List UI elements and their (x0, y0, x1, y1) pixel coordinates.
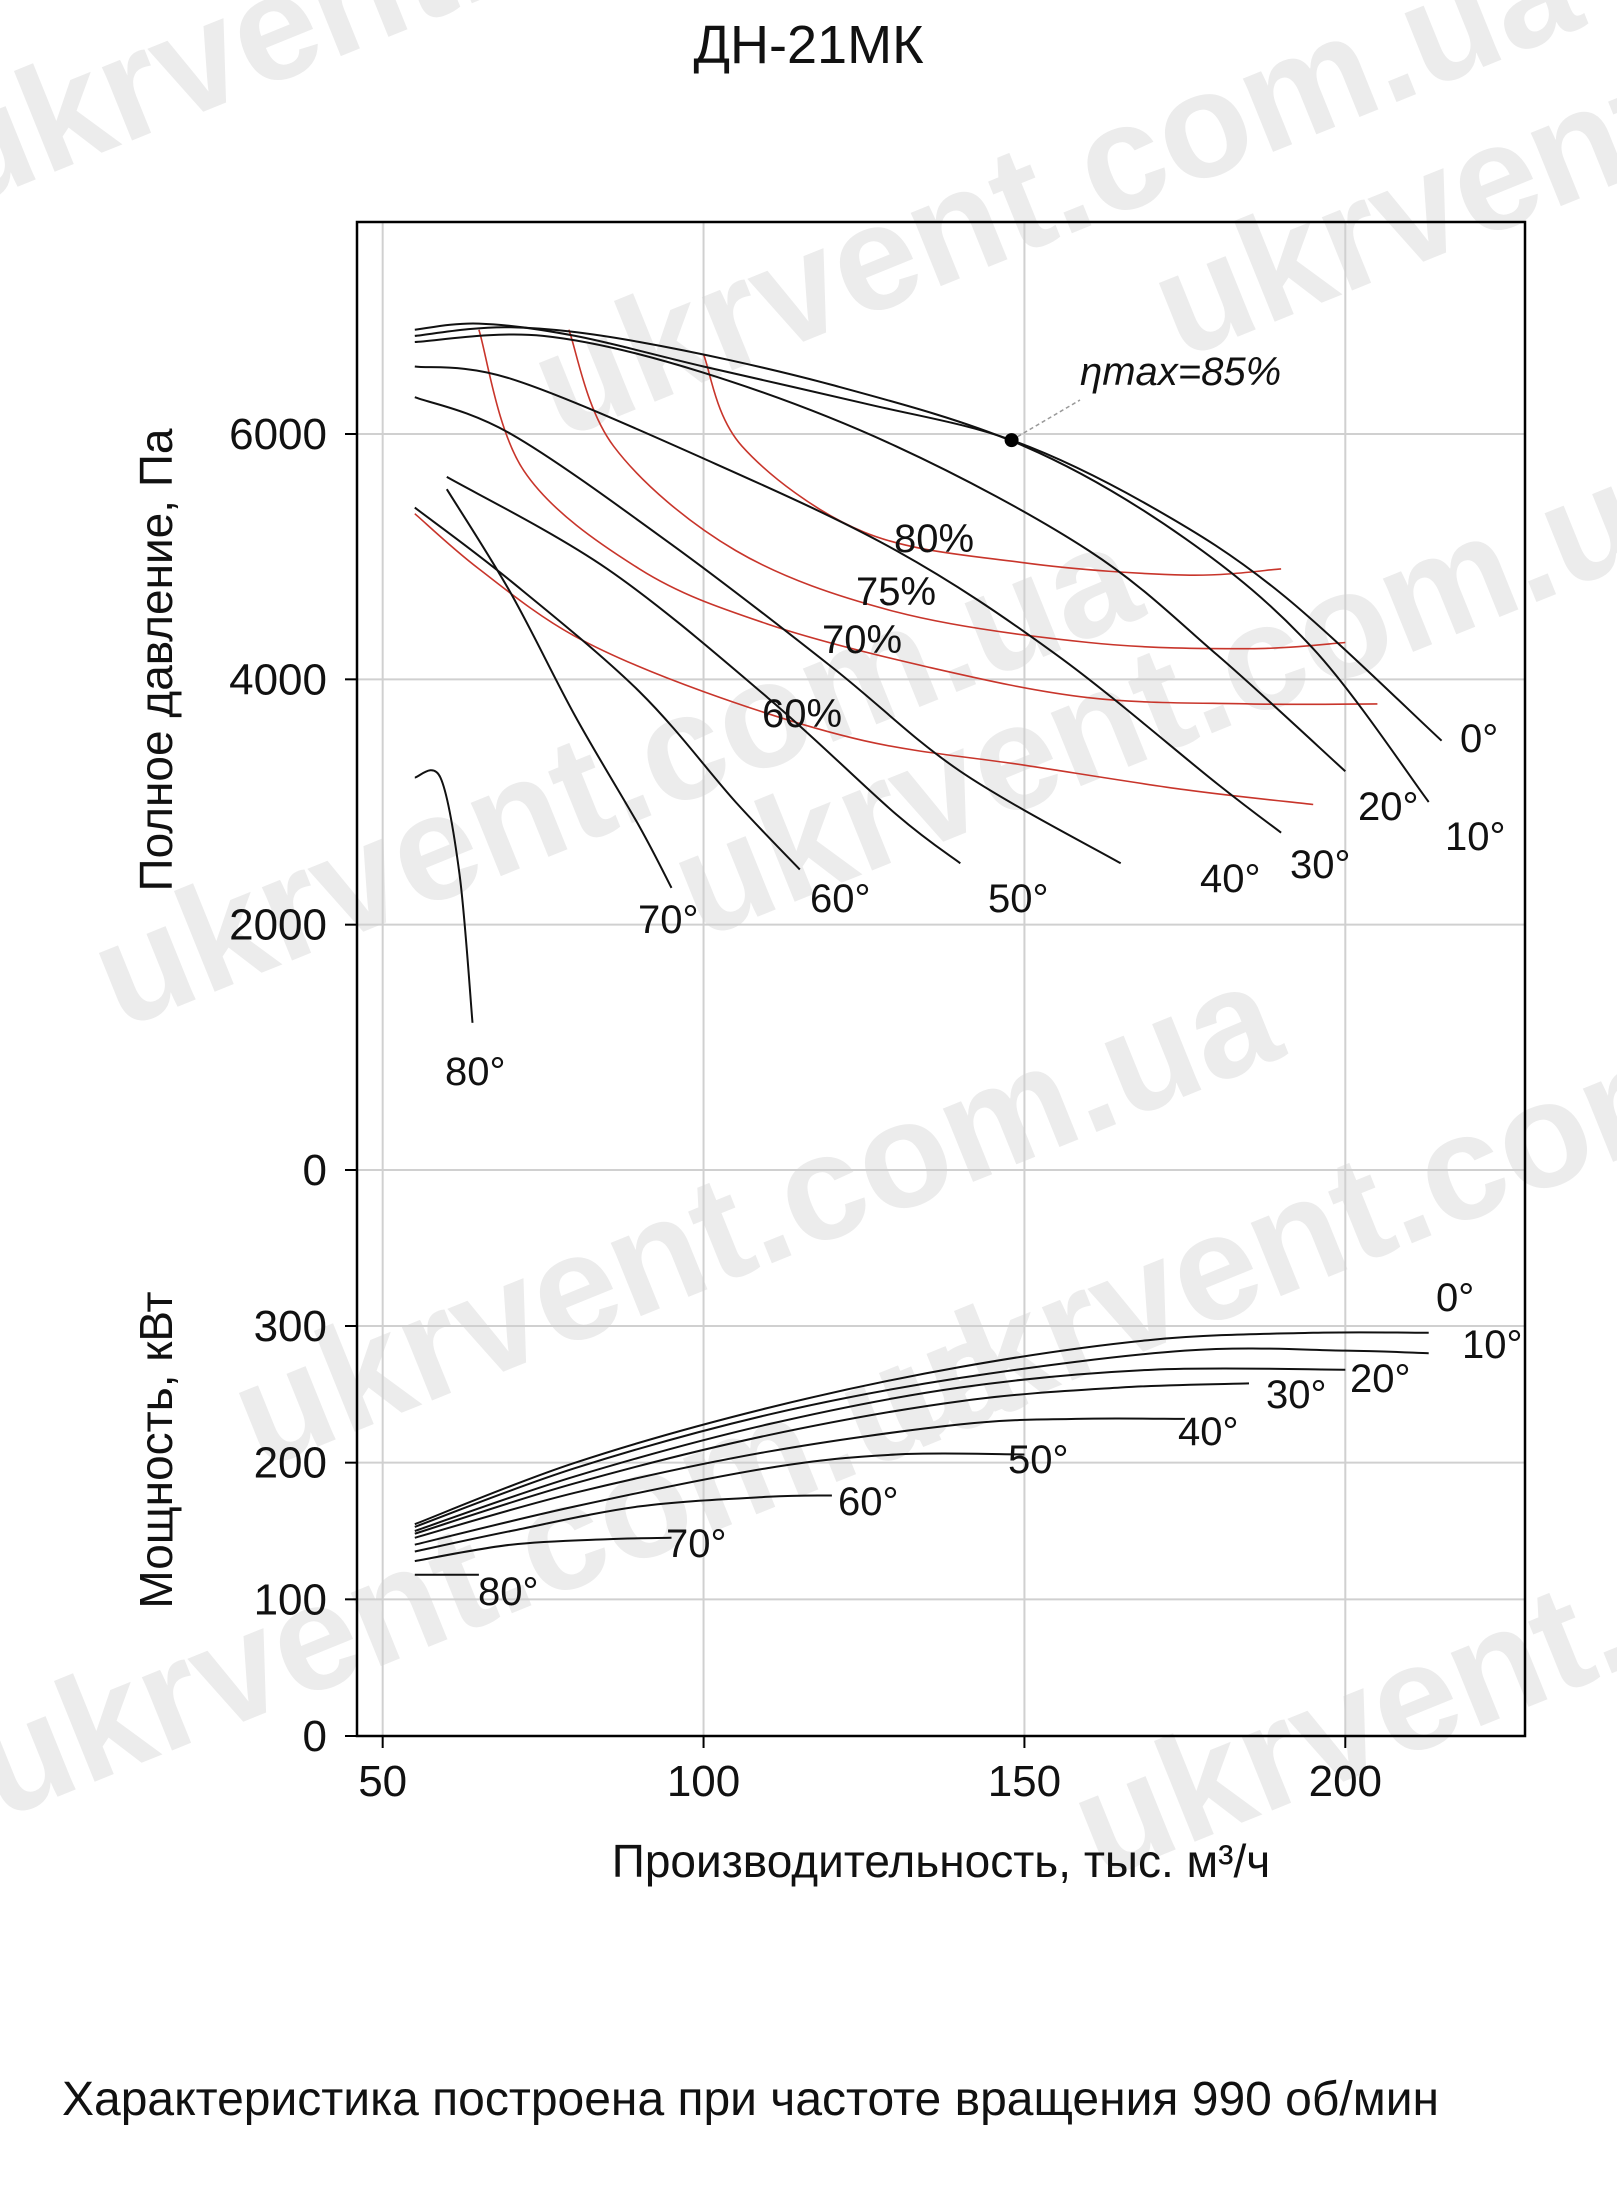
power-curve-10deg (414, 1347, 1429, 1528)
watermark-layer: ukrvent.com.uaukrvent.com.uaukrvent.com.… (0, 0, 1617, 1900)
power-curve-70deg (414, 1536, 672, 1563)
power-curve-label: 40° (1178, 1410, 1239, 1454)
pressure-tick-label: 2000 (229, 901, 327, 950)
x-tick-label: 150 (988, 1757, 1061, 1806)
page-title: ДН-21МК (693, 15, 924, 75)
efficiency-curves (414, 329, 1378, 806)
pressure-curve-30deg (414, 365, 1282, 834)
power-curve-label: 70° (666, 1522, 727, 1566)
pressure-axis-title: Полное давление, Па (130, 428, 182, 891)
fan-performance-chart: ukrvent.com.uaukrvent.com.uaukrvent.com.… (0, 0, 1617, 1900)
x-tick-label: 200 (1309, 1757, 1382, 1806)
watermark-text: ukrvent.com.ua (1049, 1338, 1617, 1900)
power-curves (414, 1331, 1429, 1576)
efficiency-label: 75% (856, 570, 936, 614)
pressure-tick-label: 0 (303, 1146, 327, 1195)
power-curve-60deg (414, 1494, 832, 1553)
curve-labels: 0°10°20°30°40°50°60°70°80°60%70%75%80%0°… (445, 350, 1523, 1614)
x-tick-label: 100 (667, 1757, 740, 1806)
efficiency-label: 80% (894, 517, 974, 561)
pressure-curve-label: 0° (1460, 717, 1498, 761)
power-curve-label: 0° (1436, 1276, 1474, 1320)
pressure-curve-label: 20° (1358, 785, 1419, 829)
pressure-curve-20deg (414, 333, 1346, 773)
pressure-curve-label: 50° (988, 877, 1049, 921)
pressure-curve-40deg (414, 396, 1122, 865)
power-axis-title: Мощность, кВт (130, 1291, 182, 1608)
pressure-curve-60deg (414, 506, 801, 871)
power-curve-label: 30° (1266, 1373, 1327, 1417)
efficiency-curve-75pct (568, 329, 1346, 650)
power-tick-label: 0 (303, 1712, 327, 1761)
efficiency-curve-60pct (414, 513, 1314, 806)
power-tick-label: 200 (254, 1439, 327, 1488)
pressure-curve-80deg (414, 769, 474, 1023)
pressure-curve-70deg (445, 488, 673, 889)
axes: 50 100 150 20002000400060000100200300Произв… (130, 220, 1527, 1887)
pressure-tick-label: 4000 (229, 655, 327, 704)
pressure-curve-label: 60° (810, 877, 871, 921)
power-curve-label: 20° (1350, 1357, 1411, 1401)
efficiency-curve-70pct (478, 329, 1378, 706)
power-tick-label: 100 (254, 1575, 327, 1624)
pressure-curve-label: 10° (1445, 815, 1506, 859)
efficiency-label: 70% (822, 618, 902, 662)
efficiency-curve-80pct (702, 353, 1282, 576)
grid-layer (357, 222, 1525, 1736)
power-curve-50deg (414, 1452, 1025, 1546)
plot-frame (355, 220, 1527, 1738)
power-tick-label: 300 (254, 1302, 327, 1351)
efficiency-label: 60% (762, 692, 842, 736)
pressure-curve-label: 30° (1290, 843, 1351, 887)
pressure-curves (414, 322, 1443, 1023)
power-curve-20deg (414, 1367, 1346, 1532)
power-curve-40deg (414, 1417, 1185, 1539)
power-curve-30deg (414, 1382, 1250, 1535)
power-curve-label: 60° (838, 1480, 899, 1524)
pressure-curve-0deg (414, 322, 1443, 742)
chart-caption: Характеристика построена при частоте вра… (62, 2073, 1440, 2126)
eta-max-label: ηmax=85% (1080, 350, 1281, 394)
pressure-curve-10deg (414, 326, 1430, 803)
eta-max-leader (1011, 399, 1081, 441)
eta-max-point (1004, 433, 1019, 448)
power-curve-label: 80° (478, 1570, 539, 1614)
pressure-tick-label: 6000 (229, 410, 327, 459)
pressure-curve-label: 40° (1200, 857, 1261, 901)
x-axis-title: Производительность, тыс. м³/ч (612, 1835, 1270, 1887)
power-curve-label: 50° (1008, 1438, 1069, 1482)
pressure-curve-label: 80° (445, 1050, 506, 1094)
power-curve-label: 10° (1462, 1323, 1523, 1367)
power-curve-0deg (414, 1331, 1429, 1526)
pressure-curve-label: 70° (638, 898, 699, 942)
x-tick-label: 50 (358, 1757, 407, 1806)
pressure-curve-50deg (446, 476, 961, 865)
